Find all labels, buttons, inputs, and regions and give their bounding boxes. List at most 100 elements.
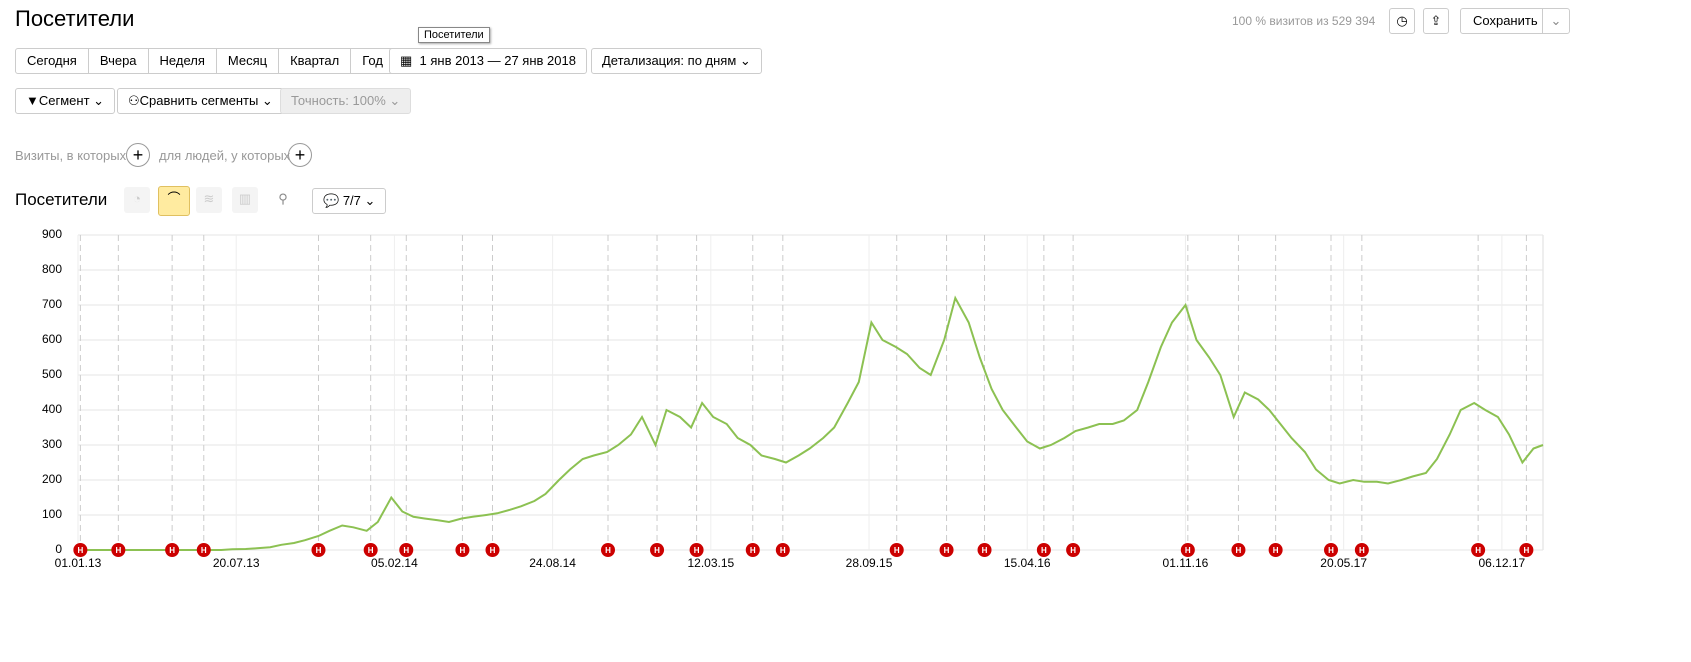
compare-label: Сравнить сегменты: [139, 93, 259, 108]
annotation-marker: [111, 543, 126, 557]
stats: 100 % визитов из 529 394: [1232, 14, 1376, 28]
x-tick-label: 12.03.15: [687, 556, 734, 570]
period-button[interactable]: Квартал: [279, 49, 352, 73]
annotation-marker: [1354, 543, 1369, 557]
report-title: Посетители: [15, 190, 108, 209]
annotation-marker: [1036, 543, 1051, 557]
x-tick-label: 01.01.13: [55, 556, 102, 570]
annotation-label: Н: [1070, 546, 1076, 555]
y-tick-label: 800: [42, 262, 62, 276]
annotation-label: Н: [201, 546, 207, 555]
y-tick-label: 100: [42, 507, 62, 521]
annotation-label: Н: [1328, 546, 1334, 555]
segment-label: Сегмент: [38, 93, 90, 108]
annotation-marker: [1471, 543, 1486, 557]
annotation-marker: [399, 543, 414, 557]
period-group: Сегодня Вчера Неделя Месяц Квартал Год: [15, 48, 395, 74]
annotation-marker: [196, 543, 211, 557]
area-view[interactable]: ≋: [196, 187, 222, 213]
annotation-label: Н: [982, 546, 988, 555]
annotation-marker: [1268, 543, 1283, 557]
annotation-label: Н: [944, 546, 950, 555]
annotations-button[interactable]: 💬 7/7 ⌄: [312, 188, 387, 214]
x-tick-label: 24.08.14: [529, 556, 576, 570]
map-view[interactable]: ⚲: [278, 191, 288, 206]
x-tick-label: 20.07.13: [213, 556, 260, 570]
line-series: [78, 295, 1544, 551]
compare-button[interactable]: ⚇Сравнить сегменты ⌄: [117, 88, 284, 114]
y-tick-label: 0: [55, 542, 62, 556]
annotation-marker: [939, 543, 954, 557]
annotation-label: Н: [1041, 546, 1047, 555]
period-button[interactable]: Сегодня: [16, 49, 89, 73]
annotation-label: Н: [77, 546, 83, 555]
add-visit-filter[interactable]: +: [126, 143, 150, 167]
annotation-label: Н: [894, 546, 900, 555]
annotation-marker: [165, 543, 180, 557]
annotation-marker: [455, 543, 470, 557]
accuracy-button[interactable]: Точность: 100% ⌄: [280, 88, 412, 114]
add-people-filter[interactable]: +: [288, 143, 312, 167]
filter-visits: Визиты, в которых: [15, 148, 127, 163]
y-tick-label: 700: [42, 297, 62, 311]
period-button[interactable]: Год: [362, 53, 383, 68]
period-button[interactable]: Месяц: [217, 49, 280, 73]
y-tick-label: 900: [42, 227, 62, 241]
bar-view[interactable]: ▥: [232, 187, 258, 213]
annotation-label: Н: [750, 546, 756, 555]
annotation-label: Н: [368, 546, 374, 555]
period-button[interactable]: Вчера: [89, 49, 149, 73]
annotation-marker: [1066, 543, 1081, 557]
annotation-marker: [889, 543, 904, 557]
detail-label: Детализация: по дням: [602, 53, 737, 68]
annotation-label: Н: [1273, 546, 1279, 555]
x-tick-label: 05.02.14: [371, 556, 418, 570]
annotation-label: Н: [169, 546, 175, 555]
detail-select[interactable]: Детализация: по дням ⌄: [591, 48, 762, 74]
annotation-label: Н: [605, 546, 611, 555]
x-tick-label: 06.12.17: [1479, 556, 1526, 570]
x-tick-label: 15.04.16: [1004, 556, 1051, 570]
annotation-marker: [1324, 543, 1339, 557]
period-button[interactable]: Неделя: [149, 49, 217, 73]
annotation-marker: [485, 543, 500, 557]
annotation-marker: [1180, 543, 1195, 557]
date-range-label: 1 янв 2013 — 27 янв 2018: [419, 53, 576, 68]
annotation-marker: [745, 543, 760, 557]
line-view[interactable]: ⌒: [158, 186, 190, 216]
annotation-label: Н: [780, 546, 786, 555]
x-tick-label: 28.09.15: [846, 556, 893, 570]
annotation-label: Н: [694, 546, 700, 555]
save-button[interactable]: Сохранить ⌄: [1460, 8, 1570, 34]
annotation-label: Н: [1523, 546, 1529, 555]
y-tick-label: 200: [42, 472, 62, 486]
annotation-label: Н: [1359, 546, 1365, 555]
tooltip: Посетители: [418, 27, 490, 43]
x-tick-label: 20.05.17: [1320, 556, 1367, 570]
annotation-label: Н: [460, 546, 466, 555]
annotation-marker: [73, 543, 88, 557]
y-tick-label: 400: [42, 402, 62, 416]
annotations-count: 7/7: [342, 193, 361, 208]
pie-view[interactable]: ◔: [124, 187, 150, 213]
annotation-label: Н: [115, 546, 121, 555]
annotation-label: Н: [490, 546, 496, 555]
annotation-marker: [363, 543, 378, 557]
y-tick-label: 600: [42, 332, 62, 346]
save-label: Сохранить: [1473, 13, 1538, 28]
export-button[interactable]: ⇪: [1423, 8, 1449, 34]
filter-people: для людей, у которых: [159, 148, 291, 163]
annotation-marker: [311, 543, 326, 557]
annotation-label: Н: [654, 546, 660, 555]
annotation-marker: [689, 543, 704, 557]
annotation-marker: [977, 543, 992, 557]
x-tick-label: 01.11.16: [1163, 556, 1209, 570]
segment-button[interactable]: ▼Сегмент ⌄: [15, 88, 116, 114]
annotation-label: Н: [403, 546, 409, 555]
date-range[interactable]: ▦ 1 янв 2013 — 27 янв 2018: [389, 48, 587, 74]
annotation-label: Н: [1185, 546, 1191, 555]
annotation-label: Н: [1475, 546, 1481, 555]
history-button[interactable]: ◷: [1389, 8, 1415, 34]
annotation-marker: [775, 543, 790, 557]
